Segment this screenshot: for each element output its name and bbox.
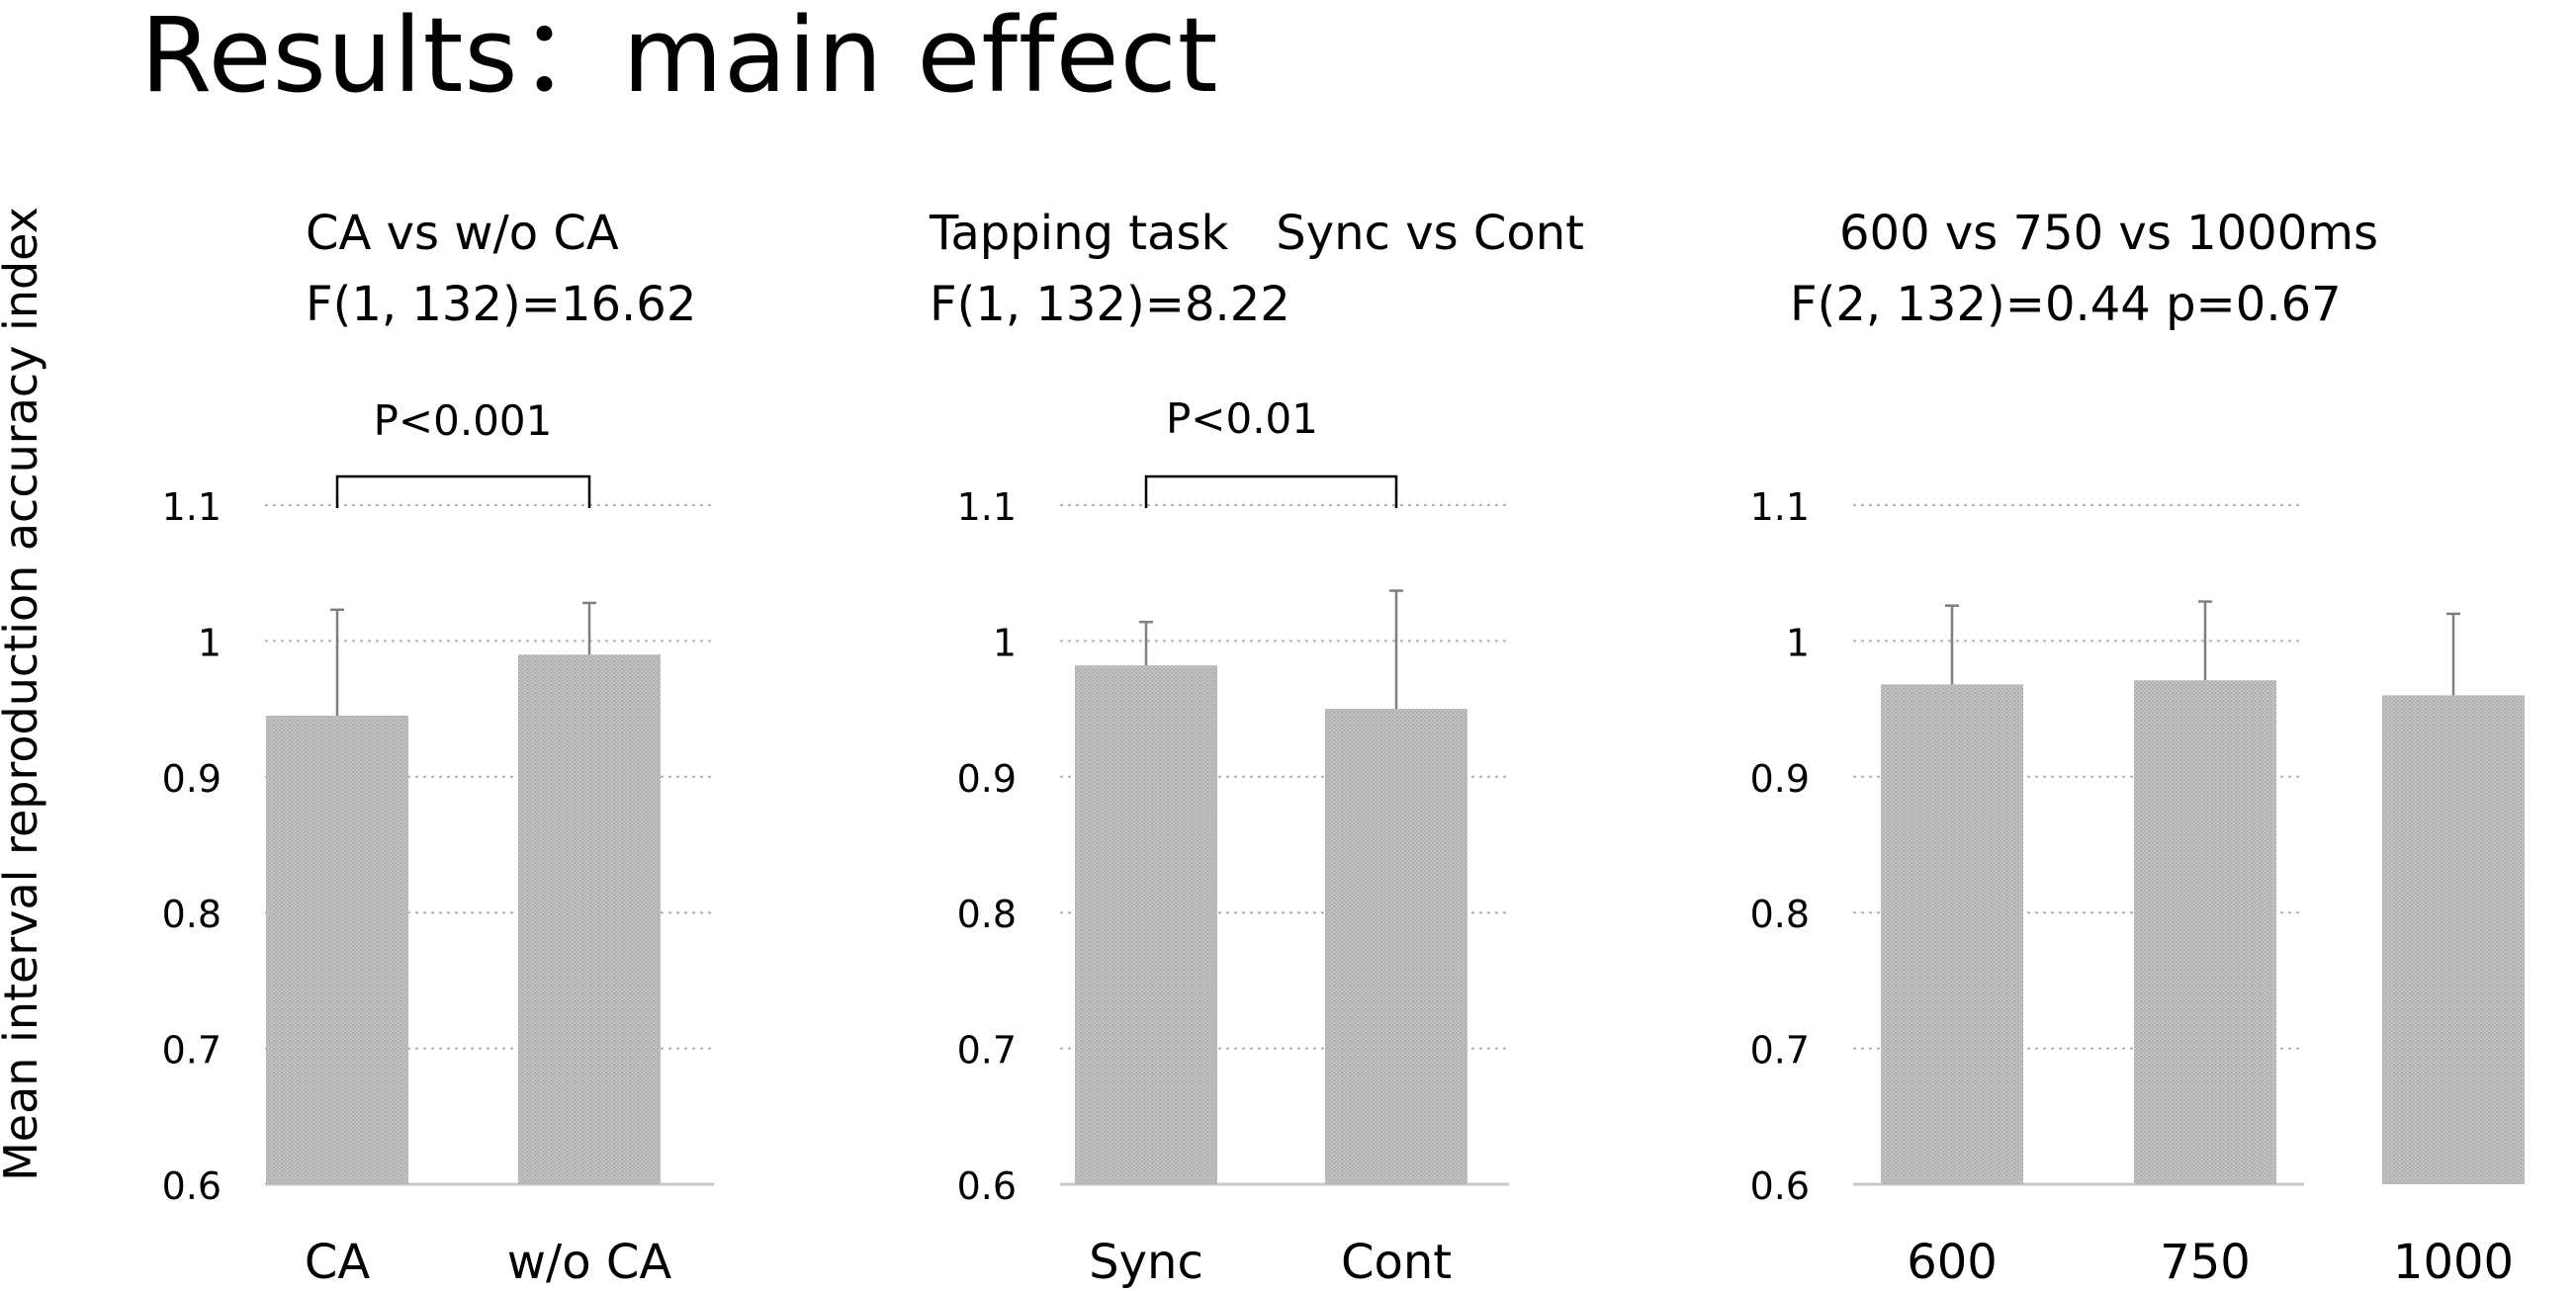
panel2-title: Tapping task Sync vs Cont xyxy=(930,206,1584,261)
y-tick-label: 0.9 xyxy=(1750,757,1810,801)
y-tick-label: 0.6 xyxy=(162,1164,222,1208)
y-tick-label: 0.9 xyxy=(162,757,222,801)
y-tick-label: 1 xyxy=(993,621,1017,664)
significance-label: P<0.01 xyxy=(1166,394,1318,443)
y-tick-label: 1.1 xyxy=(162,485,222,529)
bar xyxy=(2382,695,2525,1184)
significance-label: P<0.001 xyxy=(374,396,553,445)
panel1-title: CA vs w/o CA xyxy=(306,206,619,261)
panel3-stat: F(2, 132)=0.44 p=0.67 xyxy=(1790,277,2342,332)
y-tick-label: 1.1 xyxy=(1750,485,1810,529)
category-label: 1000 xyxy=(2393,1235,2514,1290)
bar xyxy=(1325,709,1467,1184)
y-tick-label: 0.7 xyxy=(1750,1029,1810,1073)
slide-title: Results：main effect xyxy=(140,0,1219,116)
y-tick-label: 1 xyxy=(198,621,222,664)
y-tick-label: 0.8 xyxy=(1750,893,1810,936)
chart-ca-vs-woca: 1.1 1 0.9 0.8 0.7 0.6 CA w/o CA P<0.001 xyxy=(162,396,714,1290)
panel2-stat: F(1, 132)=8.22 xyxy=(930,277,1290,332)
category-label: w/o CA xyxy=(507,1235,672,1290)
y-tick-label: 0.7 xyxy=(957,1029,1017,1073)
y-tick-label: 0.6 xyxy=(957,1164,1017,1208)
bar xyxy=(1075,665,1217,1184)
y-tick-label: 1.1 xyxy=(957,485,1017,529)
panel1-stat: F(1, 132)=16.62 xyxy=(306,277,697,332)
y-tick-label: 0.7 xyxy=(162,1029,222,1073)
y-tick-label: 1 xyxy=(1786,621,1810,664)
significance-bracket xyxy=(1144,474,1398,508)
bar xyxy=(1881,684,2023,1184)
category-label: Sync xyxy=(1089,1235,1203,1290)
category-label: CA xyxy=(305,1235,371,1290)
significance-bracket xyxy=(335,474,591,508)
y-tick-label: 0.8 xyxy=(162,893,222,936)
chart-interval-duration: 1.1 1 0.9 0.8 0.7 0.6 600 750 1000 xyxy=(1750,485,2525,1290)
y-tick-label: 0.6 xyxy=(1750,1164,1810,1208)
category-label: 750 xyxy=(2160,1235,2251,1290)
category-label: 600 xyxy=(1907,1235,1998,1290)
bar xyxy=(266,715,408,1184)
y-tick-label: 0.9 xyxy=(957,757,1017,801)
bar xyxy=(518,654,661,1184)
panel3-title: 600 vs 750 vs 1000ms xyxy=(1839,206,2379,261)
chart-sync-vs-cont: 1.1 1 0.9 0.8 0.7 0.6 Sync Cont P<0.01 xyxy=(957,394,1509,1290)
y-tick-label: 0.8 xyxy=(957,893,1017,936)
category-label: Cont xyxy=(1341,1235,1452,1290)
bar xyxy=(2134,680,2276,1184)
